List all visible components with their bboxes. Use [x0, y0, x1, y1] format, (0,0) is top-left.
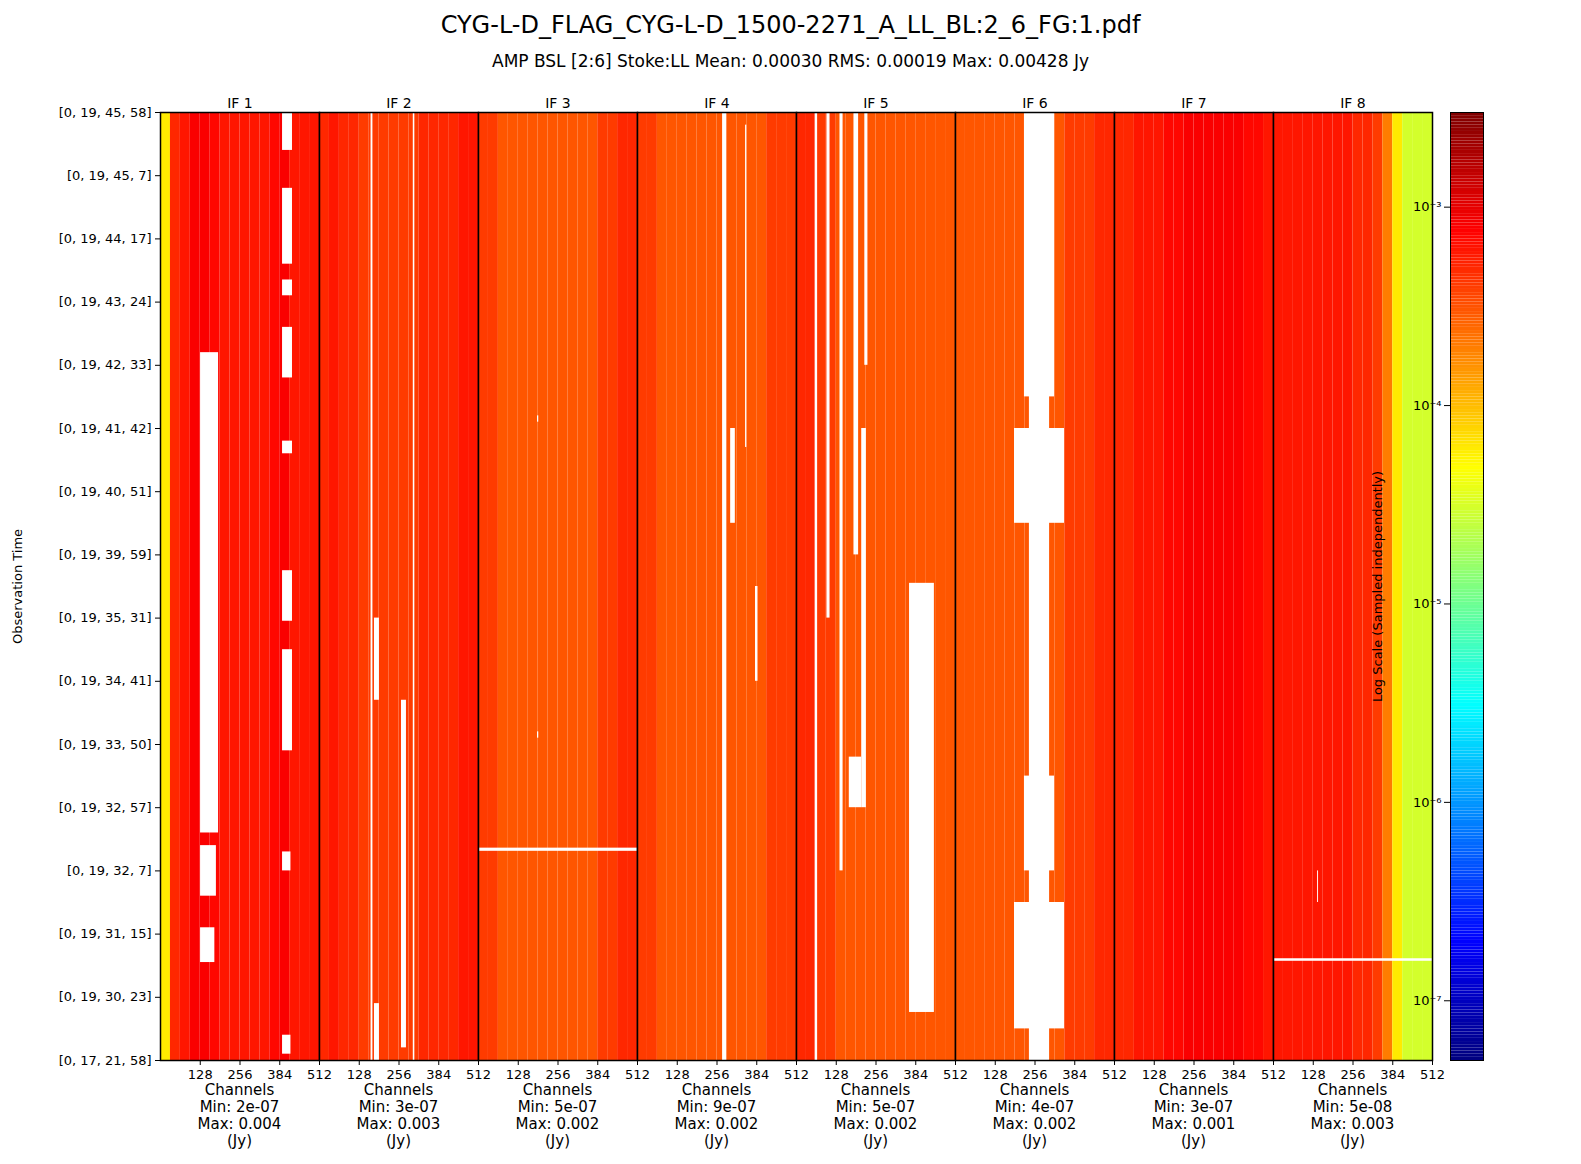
html-text:Max: 0.002: Max: 0.002 — [833, 1115, 918, 1133]
html-text:(Jy): (Jy) — [227, 1132, 252, 1150]
html-text:Channels: Channels — [681, 1081, 752, 1099]
svg-text:128: 128 — [506, 1067, 531, 1082]
html-text:Min: 4e-07: Min: 4e-07 — [994, 1098, 1075, 1116]
html-text:Max: 0.004: Max: 0.004 — [197, 1115, 282, 1133]
svg-text:256: 256 — [864, 1067, 889, 1082]
svg-text:512: 512 — [1261, 1067, 1286, 1082]
svg-text:384: 384 — [267, 1067, 292, 1082]
svg-text:[0, 19, 35, 31]: [0, 19, 35, 31] — [59, 610, 152, 625]
svg-text:[0, 19, 33, 50]: [0, 19, 33, 50] — [59, 737, 152, 752]
svg-text:[0, 19, 34, 41]: [0, 19, 34, 41] — [59, 673, 152, 688]
svg-text:512: 512 — [625, 1067, 650, 1082]
svg-text:512: 512 — [1420, 1067, 1445, 1082]
svg-text:10⁻³: 10⁻³ — [1413, 199, 1442, 214]
html-text:Max: 0.002: Max: 0.002 — [992, 1115, 1077, 1133]
html-text:(Jy): (Jy) — [386, 1132, 411, 1150]
svg-text:128: 128 — [665, 1067, 690, 1082]
svg-text:384: 384 — [1062, 1067, 1087, 1082]
html-text:(Jy): (Jy) — [1340, 1132, 1365, 1150]
html-text:Max: 0.002: Max: 0.002 — [674, 1115, 759, 1133]
html-text:Max: 0.003: Max: 0.003 — [356, 1115, 441, 1133]
svg-text:256: 256 — [1341, 1067, 1366, 1082]
svg-text:512: 512 — [943, 1067, 968, 1082]
svg-text:[0, 19, 41, 42]: [0, 19, 41, 42] — [59, 421, 152, 436]
html-text:(Jy): (Jy) — [863, 1132, 888, 1150]
svg-text:IF 1: IF 1 — [227, 95, 253, 111]
svg-text:IF 4: IF 4 — [704, 95, 730, 111]
svg-text:[0, 19, 32, 57]: [0, 19, 32, 57] — [59, 800, 152, 815]
svg-text:[0, 19, 39, 59]: [0, 19, 39, 59] — [59, 547, 152, 562]
html-text:(Jy): (Jy) — [1022, 1132, 1047, 1150]
svg-text:512: 512 — [784, 1067, 809, 1082]
svg-text:384: 384 — [1380, 1067, 1405, 1082]
svg-text:384: 384 — [744, 1067, 769, 1082]
svg-text:384: 384 — [585, 1067, 610, 1082]
html-text:(Jy): (Jy) — [704, 1132, 729, 1150]
svg-text:[0, 19, 31, 15]: [0, 19, 31, 15] — [59, 926, 152, 941]
svg-text:IF 6: IF 6 — [1022, 95, 1048, 111]
html-text:Min: 2e-07: Min: 2e-07 — [199, 1098, 280, 1116]
svg-text:384: 384 — [1221, 1067, 1246, 1082]
html-text:Channels: Channels — [840, 1081, 911, 1099]
svg-text:256: 256 — [1023, 1067, 1048, 1082]
svg-text:512: 512 — [1102, 1067, 1127, 1082]
svg-text:256: 256 — [387, 1067, 412, 1082]
html-text:(Jy): (Jy) — [1181, 1132, 1206, 1150]
svg-text:[0, 19, 45, 7]: [0, 19, 45, 7] — [67, 168, 152, 183]
svg-text:10⁻⁵: 10⁻⁵ — [1413, 596, 1442, 611]
svg-text:[0, 19, 30, 23]: [0, 19, 30, 23] — [59, 989, 152, 1004]
svg-text:[0, 19, 43, 24]: [0, 19, 43, 24] — [59, 294, 152, 309]
svg-text:128: 128 — [1301, 1067, 1326, 1082]
svg-text:256: 256 — [228, 1067, 253, 1082]
html-text:Max: 0.001: Max: 0.001 — [1151, 1115, 1236, 1133]
svg-text:Log Scale (Sampled independent: Log Scale (Sampled independently) — [1370, 471, 1385, 702]
svg-text:[0, 19, 40, 51]: [0, 19, 40, 51] — [59, 484, 152, 499]
svg-text:[0, 19, 32, 7]: [0, 19, 32, 7] — [67, 863, 152, 878]
html-text:Min: 5e-07: Min: 5e-07 — [835, 1098, 916, 1116]
html-text:Min: 9e-07: Min: 9e-07 — [676, 1098, 757, 1116]
svg-text:128: 128 — [983, 1067, 1008, 1082]
svg-text:Observation Time: Observation Time — [10, 529, 25, 644]
svg-text:256: 256 — [1182, 1067, 1207, 1082]
html-text:Max: 0.002: Max: 0.002 — [515, 1115, 600, 1133]
html-text:Min: 5e-07: Min: 5e-07 — [517, 1098, 598, 1116]
svg-text:[0, 19, 45, 58]: [0, 19, 45, 58] — [59, 105, 152, 120]
svg-text:10⁻⁷: 10⁻⁷ — [1413, 993, 1442, 1008]
html-text:Min: 5e-08: Min: 5e-08 — [1312, 1098, 1393, 1116]
svg-text:384: 384 — [903, 1067, 928, 1082]
html-text:Max: 0.003: Max: 0.003 — [1310, 1115, 1395, 1133]
svg-text:[0, 19, 44, 17]: [0, 19, 44, 17] — [59, 231, 152, 246]
svg-text:512: 512 — [307, 1067, 332, 1082]
html-text:Min: 3e-07: Min: 3e-07 — [1153, 1098, 1234, 1116]
html-text:AMP BSL [2:6] Stoke:LL Mean: 0: AMP BSL [2:6] Stoke:LL Mean: 0.00030 RMS… — [492, 51, 1089, 71]
html-text:Channels: Channels — [1317, 1081, 1388, 1099]
html-text:Channels: Channels — [522, 1081, 593, 1099]
svg-text:128: 128 — [824, 1067, 849, 1082]
html-text:Channels: Channels — [363, 1081, 434, 1099]
html-text:Min: 3e-07: Min: 3e-07 — [358, 1098, 439, 1116]
html-text:Channels: Channels — [204, 1081, 275, 1099]
svg-text:IF 8: IF 8 — [1340, 95, 1366, 111]
svg-text:10⁻⁴: 10⁻⁴ — [1413, 398, 1442, 413]
svg-text:128: 128 — [188, 1067, 213, 1082]
svg-text:[0, 17, 21, 58]: [0, 17, 21, 58] — [59, 1053, 152, 1068]
svg-text:384: 384 — [426, 1067, 451, 1082]
svg-text:IF 7: IF 7 — [1181, 95, 1207, 111]
html-text:Channels: Channels — [1158, 1081, 1229, 1099]
svg-text:256: 256 — [705, 1067, 730, 1082]
svg-text:128: 128 — [1142, 1067, 1167, 1082]
svg-text:128: 128 — [347, 1067, 372, 1082]
html-text:(Jy): (Jy) — [545, 1132, 570, 1150]
svg-text:IF 3: IF 3 — [545, 95, 571, 111]
svg-text:256: 256 — [546, 1067, 571, 1082]
svg-text:10⁻⁶: 10⁻⁶ — [1413, 795, 1442, 810]
svg-text:IF 2: IF 2 — [386, 95, 412, 111]
svg-text:IF 5: IF 5 — [863, 95, 889, 111]
svg-text:512: 512 — [466, 1067, 491, 1082]
html-text:Channels: Channels — [999, 1081, 1070, 1099]
svg-text:[0, 19, 42, 33]: [0, 19, 42, 33] — [59, 357, 152, 372]
html-text:CYG-L-D_FLAG_CYG-L-D_1500-2271: CYG-L-D_FLAG_CYG-L-D_1500-2271_A_LL_BL:2… — [440, 11, 1141, 39]
